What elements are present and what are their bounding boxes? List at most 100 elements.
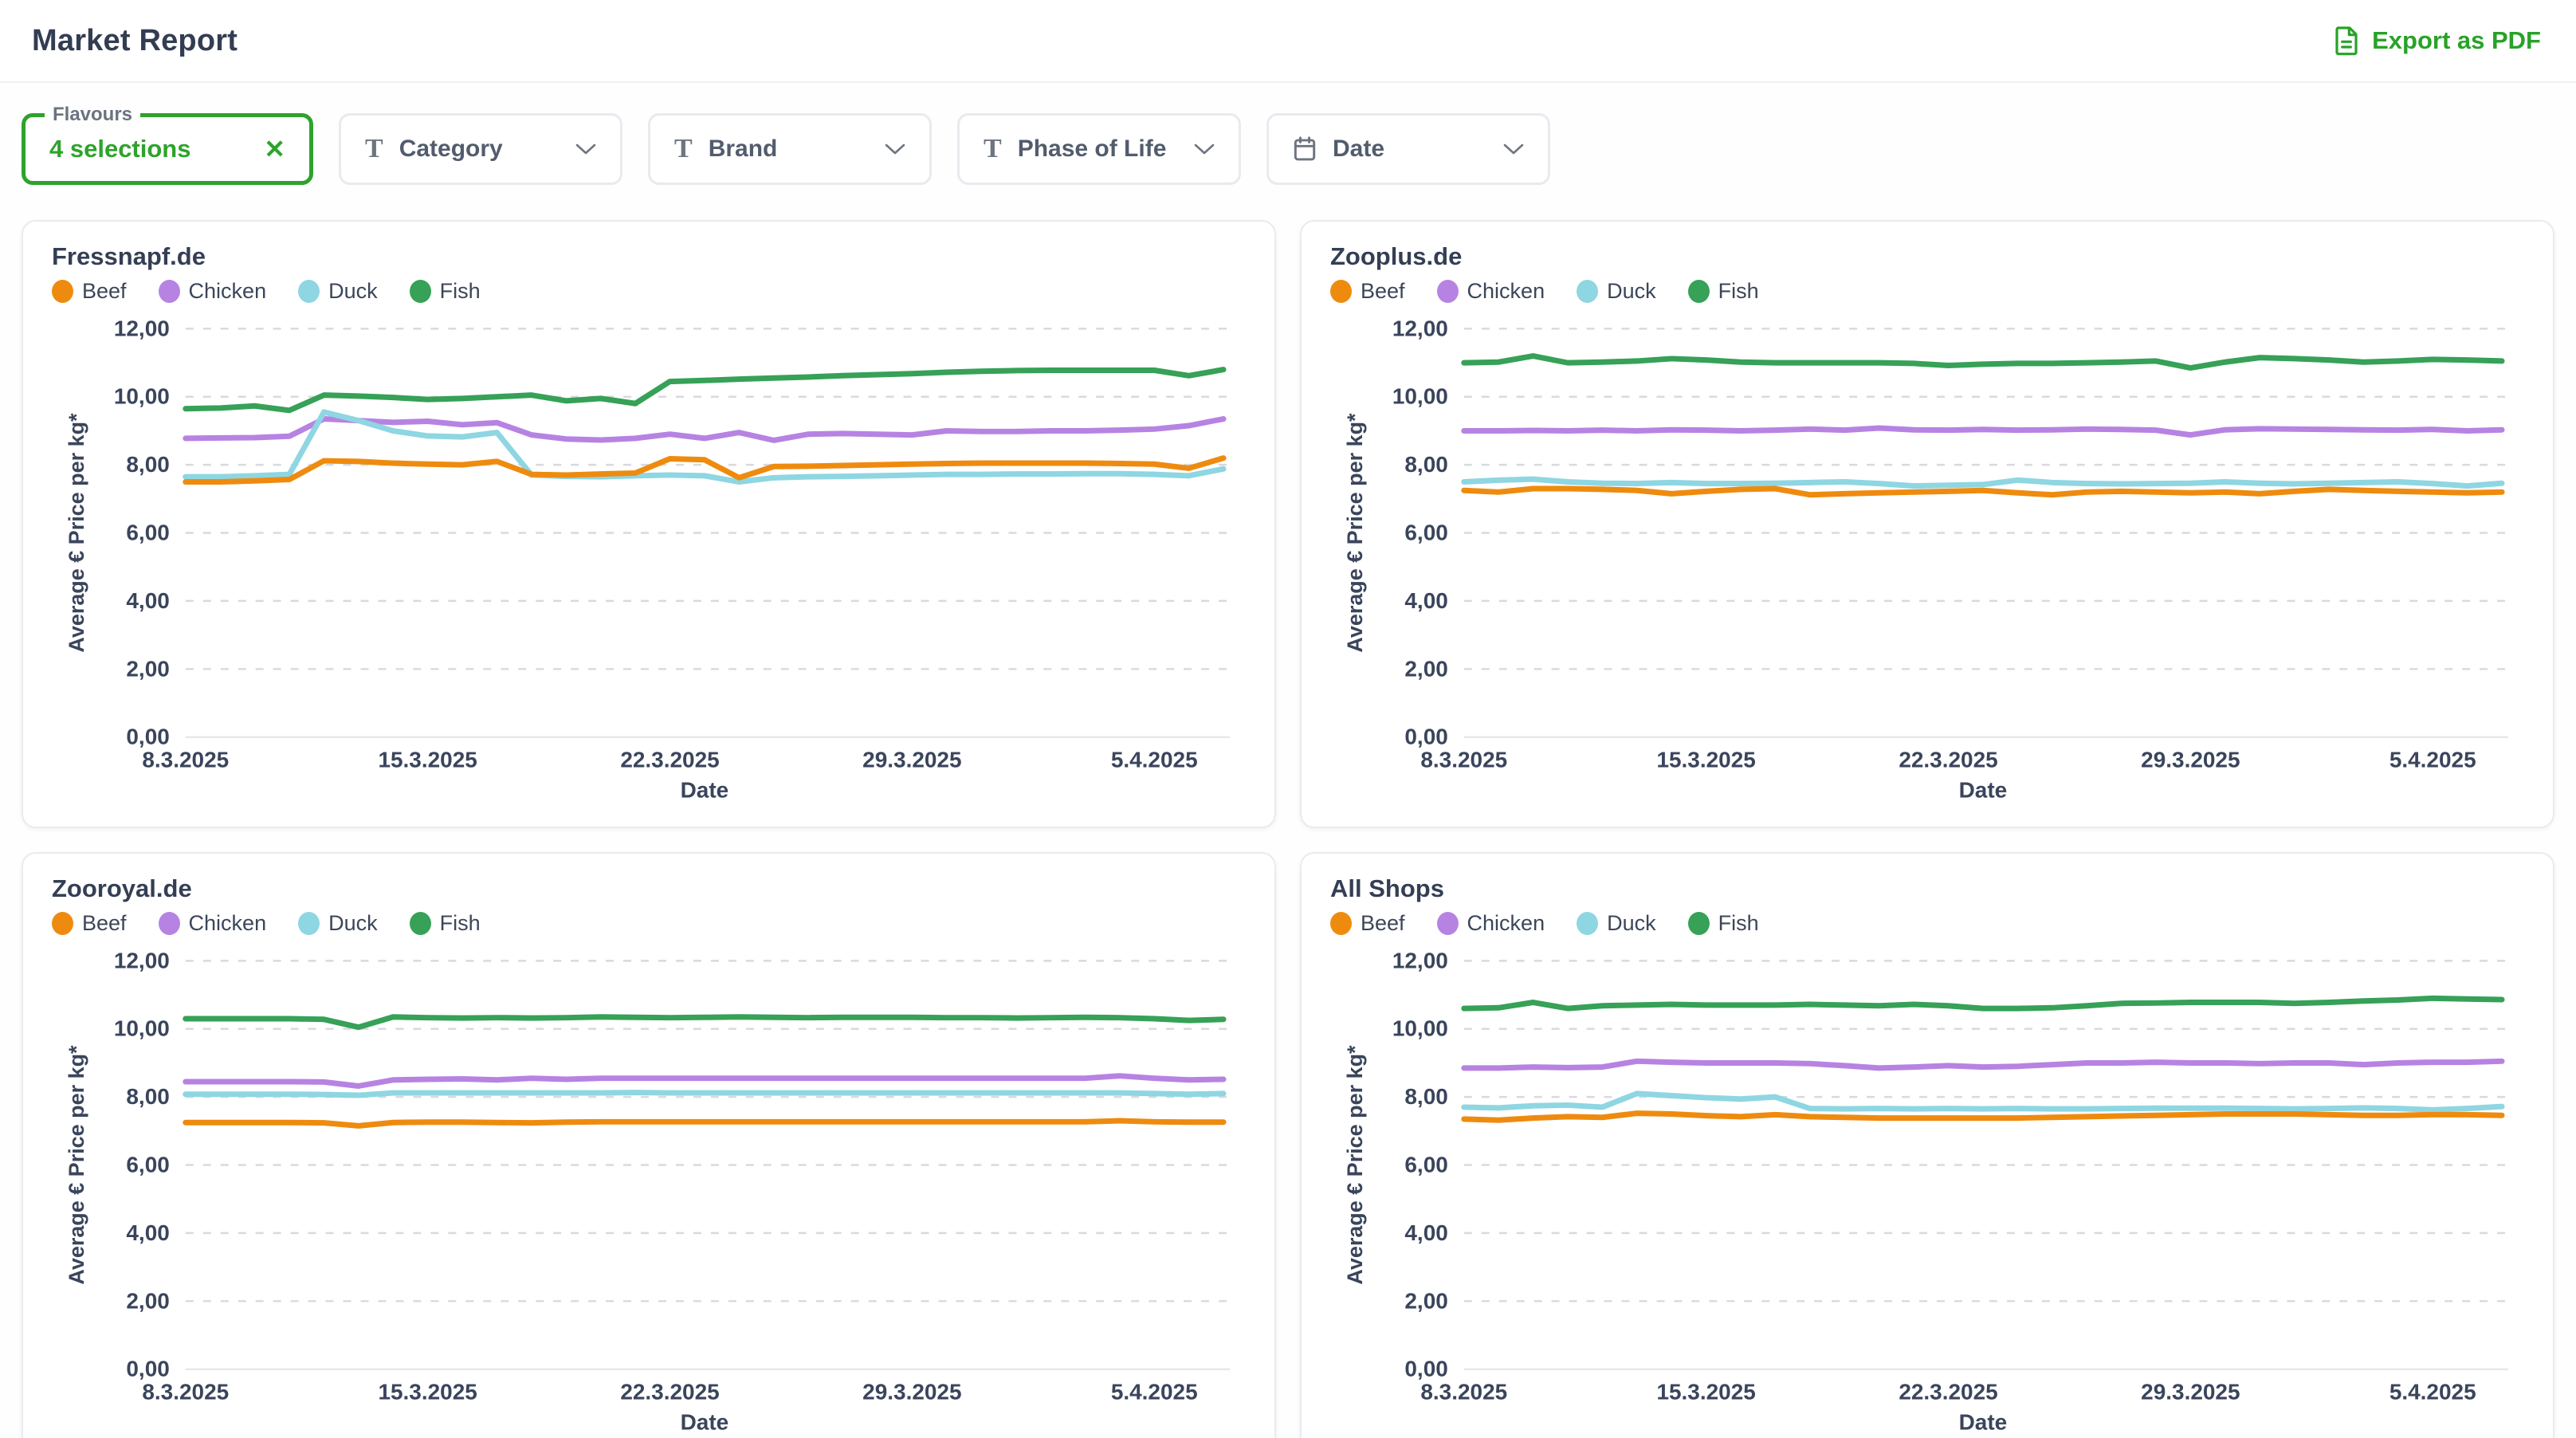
text-format-icon: T [984,136,1002,163]
y-tick-label: 10,00 [1392,384,1448,409]
series-line-chicken [186,419,1223,441]
legend-label: Fish [440,279,481,304]
chevron-down-icon [1503,143,1524,155]
chicken-legend-dot [159,912,180,935]
legend-item-beef: Beef [1330,279,1405,304]
y-tick-label: 6,00 [126,521,169,545]
x-tick-label: 5.4.2025 [2389,1380,2476,1405]
page-title: Market Report [32,24,238,58]
chicken-legend-dot [1437,912,1459,935]
filter-chip-brand[interactable]: T Brand [648,113,932,185]
chart-legend: Beef Chicken Duck Fish [1330,279,2524,304]
duck-legend-dot [1577,280,1598,303]
x-tick-label: 15.3.2025 [1656,748,1755,772]
chevron-down-icon [885,143,905,155]
filter-chip-category[interactable]: T Category [339,113,622,185]
y-tick-label: 8,00 [126,1084,169,1109]
fish-legend-dot [410,912,431,935]
y-tick-label: 10,00 [114,1016,170,1041]
series-line-duck [186,1093,1223,1095]
line-chart: 0,002,004,006,008,0010,0012,00Average € … [1330,310,2524,803]
x-axis-title: Date [681,1410,729,1435]
x-tick-label: 8.3.2025 [1420,1380,1507,1405]
y-tick-label: 2,00 [1404,1288,1447,1313]
y-axis-title: Average € Price per kg* [65,1045,88,1285]
y-tick-label: 4,00 [1404,1220,1447,1245]
fish-legend-dot [1688,280,1710,303]
legend-item-duck: Duck [1577,279,1656,304]
y-tick-label: 8,00 [1404,452,1447,477]
legend-label: Beef [82,279,127,304]
pdf-file-icon [2334,26,2359,56]
series-line-fish [1464,356,2502,368]
y-tick-label: 8,00 [126,452,169,477]
x-tick-label: 15.3.2025 [378,1380,477,1405]
x-axis-title: Date [1959,1410,2008,1435]
duck-legend-dot [298,912,320,935]
y-axis-title: Average € Price per kg* [1343,413,1367,653]
y-tick-label: 0,00 [1404,1357,1447,1381]
x-tick-label: 8.3.2025 [142,1380,229,1405]
x-axis-title: Date [1959,778,2008,803]
y-tick-label: 12,00 [1392,948,1448,972]
legend-item-beef: Beef [52,911,127,936]
chart-card: Fressnapf.de BeefChickenDuckFish 0,002,0… [22,220,1276,828]
chart-legend: BeefChickenDuckFish [52,279,1246,304]
legend-item-duck: Duck [1577,911,1656,936]
series-line-beef [186,1121,1223,1126]
chart-title: All Shops [1330,874,2524,903]
chart-title: Fressnapf.de [52,242,1246,271]
text-format-icon: T [365,136,383,163]
series-line-fish [1464,998,2502,1008]
y-tick-label: 2,00 [1404,656,1447,681]
text-format-icon: T [674,136,693,163]
legend-item-chicken: Chicken [159,911,267,936]
legend-label: Chicken [1467,279,1545,304]
y-axis-title: Average € Price per kg* [1343,1045,1367,1285]
y-tick-label: 2,00 [126,656,169,681]
x-tick-label: 22.3.2025 [1899,748,1997,772]
clear-filter-icon[interactable]: ✕ [264,136,285,162]
export-pdf-button[interactable]: Export as PDF [2334,26,2541,56]
filter-chip-date[interactable]: Date [1266,113,1550,185]
legend-label: Fish [1718,911,1759,936]
series-line-fish [186,1017,1223,1027]
filter-chip-phase-of-life[interactable]: T Phase of Life [957,113,1241,185]
chicken-legend-dot [159,280,180,303]
x-tick-label: 29.3.2025 [2141,1380,2240,1405]
y-tick-label: 12,00 [114,316,170,340]
chevron-down-icon [575,143,596,155]
beef-legend-dot [1330,280,1352,303]
legend-label: Chicken [189,911,267,936]
legend-label: Chicken [1467,911,1545,936]
legend-label: Beef [1361,279,1405,304]
line-chart: 0,002,004,006,008,0010,0012,00Average € … [52,942,1246,1435]
x-tick-label: 22.3.2025 [1899,1380,1997,1405]
chart-card: Zooplus.de BeefChickenDuckFish 0,002,004… [1300,220,2554,828]
x-tick-label: 22.3.2025 [620,1380,719,1405]
x-tick-label: 5.4.2025 [2389,748,2476,772]
duck-legend-dot [1577,912,1598,935]
x-tick-label: 15.3.2025 [1656,1380,1755,1405]
series-line-chicken [1464,1061,2502,1068]
flavours-filter-chip[interactable]: Flavours 4 selections ✕ [22,113,313,185]
legend-label: Fish [1718,279,1759,304]
fish-legend-dot [1688,912,1710,935]
legend-item-beef: Beef [1330,911,1405,936]
y-tick-label: 10,00 [1392,1016,1448,1041]
series-line-beef [1464,489,2502,495]
y-tick-label: 8,00 [1404,1084,1447,1109]
y-tick-label: 12,00 [1392,316,1448,340]
chart-legend: Beef Chicken Duck Fish [1330,911,2524,936]
legend-item-duck: Duck [298,279,378,304]
y-tick-label: 2,00 [126,1288,169,1313]
y-tick-label: 6,00 [126,1153,169,1177]
y-tick-label: 4,00 [126,1220,169,1245]
series-line-fish [186,370,1223,411]
line-chart: 0,002,004,006,008,0010,0012,00Average € … [1330,942,2524,1435]
legend-item-fish: Fish [410,279,481,304]
beef-legend-dot [1330,912,1352,935]
y-tick-label: 10,00 [114,384,170,409]
chart-title: Zooplus.de [1330,242,2524,271]
x-tick-label: 5.4.2025 [1111,1380,1198,1405]
